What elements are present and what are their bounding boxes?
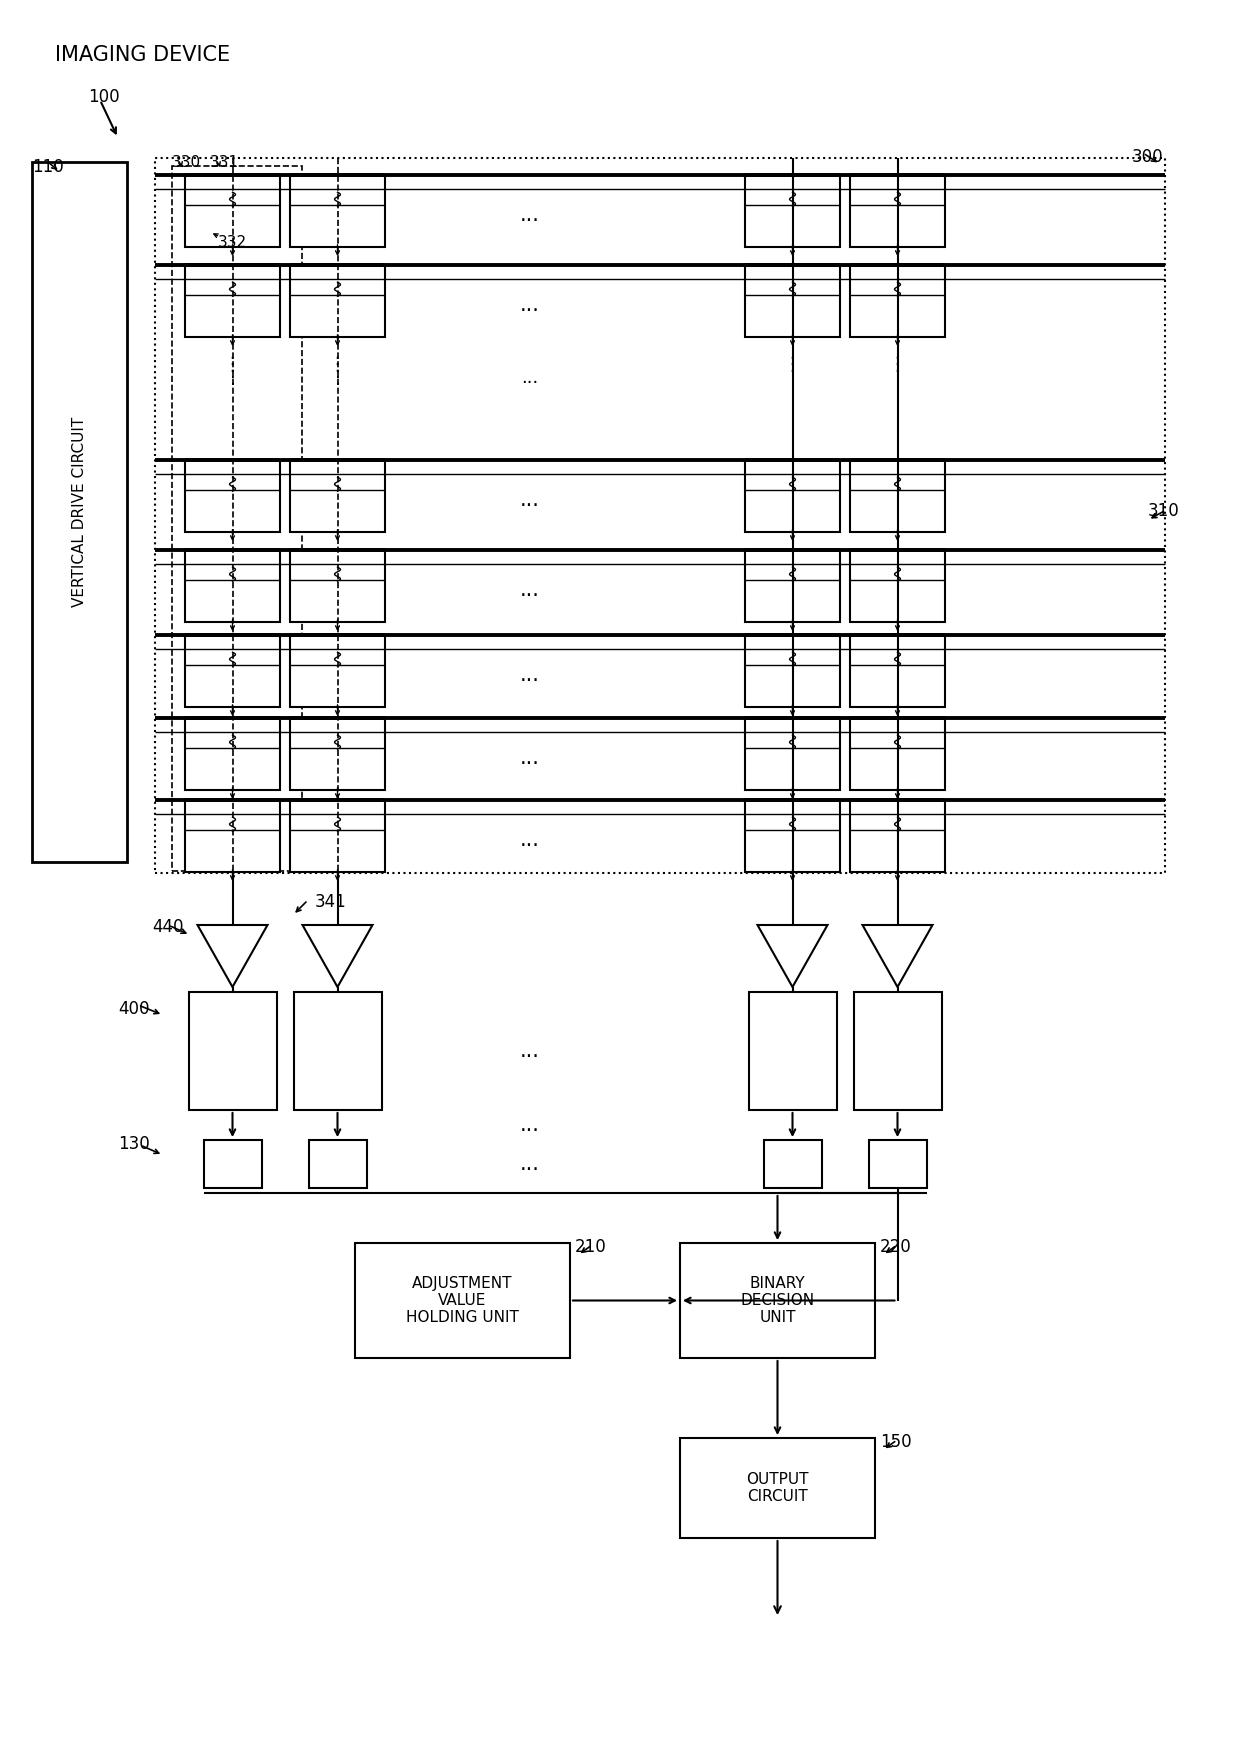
Text: 110: 110	[32, 157, 63, 176]
Text: ADJUSTMENT
VALUE
HOLDING UNIT: ADJUSTMENT VALUE HOLDING UNIT	[405, 1276, 518, 1325]
Bar	[745, 459, 839, 533]
Bar	[290, 550, 384, 622]
Text: ⋮: ⋮	[223, 368, 242, 388]
Text: ⋮: ⋮	[784, 368, 801, 388]
Text: 332: 332	[218, 236, 247, 250]
Bar	[849, 636, 945, 707]
Text: ...: ...	[520, 204, 539, 225]
Bar	[290, 718, 384, 789]
Text: ⋮: ⋮	[329, 368, 346, 388]
Bar	[309, 1140, 367, 1187]
Text: ...: ...	[520, 1116, 539, 1135]
Text: 310: 310	[1148, 503, 1179, 520]
Text: ...: ...	[520, 747, 539, 768]
Bar	[172, 166, 303, 871]
Bar	[745, 175, 839, 246]
Text: 331: 331	[210, 155, 239, 169]
Text: ⋮: ⋮	[782, 356, 802, 374]
Text: 400: 400	[118, 1000, 150, 1018]
Text: ...: ...	[520, 665, 539, 684]
Text: 341: 341	[315, 892, 347, 911]
Bar	[185, 459, 280, 533]
Bar	[185, 718, 280, 789]
Bar	[203, 1140, 262, 1187]
Bar	[849, 265, 945, 337]
Bar	[290, 800, 384, 871]
Bar	[849, 550, 945, 622]
Text: 100: 100	[88, 87, 119, 107]
Text: 220: 220	[880, 1238, 911, 1255]
Bar	[290, 175, 384, 246]
Text: ...: ...	[520, 1154, 539, 1173]
Bar	[853, 992, 941, 1110]
Bar	[185, 800, 280, 871]
Text: BINARY
DECISION
UNIT: BINARY DECISION UNIT	[740, 1276, 815, 1325]
Text: 330: 330	[172, 155, 201, 169]
Bar	[868, 1140, 926, 1187]
Text: 440: 440	[153, 918, 184, 936]
Bar	[32, 162, 126, 863]
Text: ...: ...	[520, 295, 539, 314]
Bar	[764, 1140, 821, 1187]
Bar	[849, 800, 945, 871]
Text: 150: 150	[880, 1433, 911, 1451]
Bar	[680, 1439, 875, 1538]
Bar	[849, 175, 945, 246]
Bar	[745, 636, 839, 707]
Bar	[355, 1243, 570, 1358]
Text: ...: ...	[520, 829, 539, 850]
Bar	[680, 1243, 875, 1358]
Text: ...: ...	[520, 489, 539, 510]
Bar	[290, 459, 384, 533]
Bar	[294, 992, 382, 1110]
Bar	[745, 718, 839, 789]
Text: ⋮: ⋮	[327, 356, 347, 374]
Bar	[849, 718, 945, 789]
Bar	[155, 157, 1166, 873]
Bar	[849, 459, 945, 533]
Text: ...: ...	[520, 580, 539, 599]
Text: ⋮: ⋮	[888, 356, 908, 374]
Bar	[290, 265, 384, 337]
Bar	[749, 992, 837, 1110]
Text: 210: 210	[575, 1238, 606, 1255]
Text: ⋮: ⋮	[223, 356, 242, 374]
Bar	[290, 636, 384, 707]
Text: OUTPUT
CIRCUIT: OUTPUT CIRCUIT	[746, 1472, 808, 1505]
Text: ...: ...	[520, 1041, 539, 1062]
Bar	[185, 175, 280, 246]
Text: VERTICAL DRIVE CIRCUIT: VERTICAL DRIVE CIRCUIT	[72, 417, 87, 608]
Bar	[745, 550, 839, 622]
Bar	[188, 992, 277, 1110]
Text: 300: 300	[1131, 148, 1163, 166]
Text: ...: ...	[521, 368, 538, 388]
Text: ⋮: ⋮	[889, 368, 906, 388]
Bar	[185, 550, 280, 622]
Bar	[185, 636, 280, 707]
Text: 130: 130	[118, 1135, 150, 1152]
Bar	[745, 800, 839, 871]
Text: IMAGING DEVICE: IMAGING DEVICE	[55, 45, 231, 65]
Bar	[185, 265, 280, 337]
Bar	[745, 265, 839, 337]
